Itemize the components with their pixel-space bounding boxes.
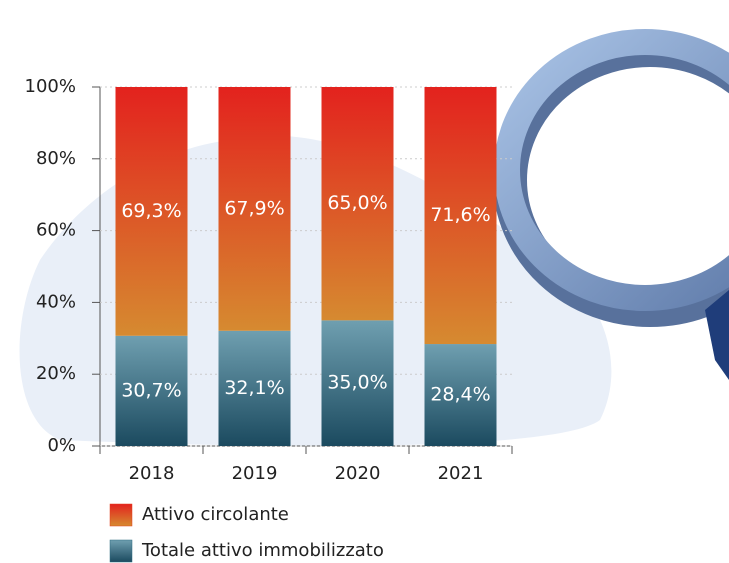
value-label: 65,0% [327,192,387,214]
chart: 0% 20% 40% 60% 80% 100% 2018 30,7% 69,3% 2019 32,1… [0,0,729,563]
y-tick-label: 0% [47,435,76,456]
x-tick-label: 2019 [232,463,278,484]
value-label: 35,0% [327,372,387,394]
value-label: 32,1% [224,377,284,399]
value-label: 30,7% [121,379,181,401]
legend-swatch [110,540,132,562]
y-tick-label: 20% [36,363,76,384]
x-tick-label: 2020 [335,463,381,484]
y-tick-label: 60% [36,220,76,241]
legend-swatch [110,504,132,526]
value-label: 71,6% [430,204,490,226]
y-tick-label: 100% [25,76,76,97]
value-label: 69,3% [121,200,181,222]
x-tick-label: 2021 [438,463,484,484]
legend-label: Attivo circolante [142,504,289,525]
y-tick-label: 40% [36,291,76,312]
legend-label: Totale attivo immobilizzato [141,540,384,561]
page: {"chart_data": {"type": "stacked-bar", "… [0,0,729,563]
y-tick-label: 80% [36,148,76,169]
value-label: 28,4% [430,384,490,406]
value-label: 67,9% [224,197,284,219]
x-tick-label: 2018 [129,463,175,484]
